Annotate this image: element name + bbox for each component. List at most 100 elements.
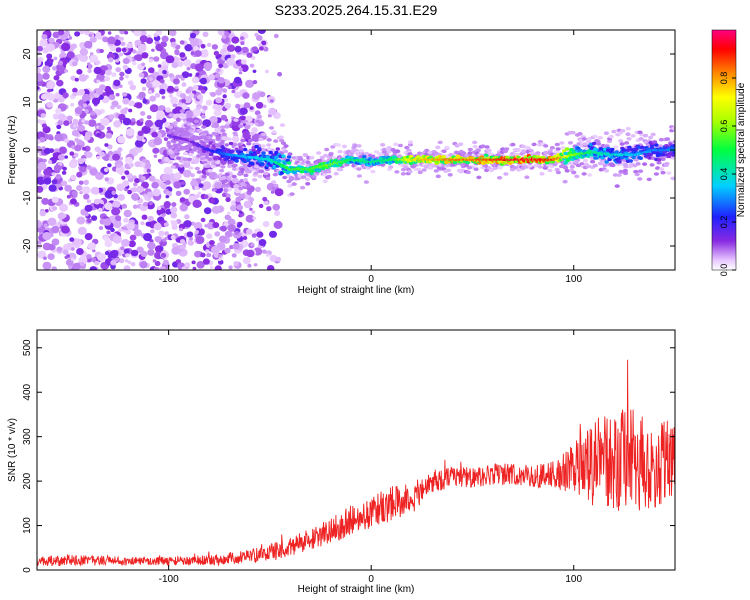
spectrogram-cell (234, 230, 240, 235)
spectrogram-cell (231, 135, 240, 143)
spectrogram-cell (184, 110, 194, 118)
spectrogram-cell (640, 145, 645, 150)
spectrogram-cell (183, 220, 192, 228)
spectrogram-cell (153, 154, 158, 158)
spectrogram-cell (88, 33, 93, 38)
spectrogram-cell (148, 58, 153, 63)
spectrogram-cell (90, 186, 100, 195)
spectrogram-cell (140, 221, 145, 226)
spectrogram-cell (441, 155, 446, 159)
spectrogram-cell (86, 199, 92, 204)
spectrogram-cell (527, 164, 533, 168)
spectrogram-cell (435, 174, 441, 179)
spectrogram-cell (165, 55, 175, 64)
spectrogram-cell (258, 203, 264, 209)
spectrogram-cell (95, 171, 104, 180)
spectrogram-cell (124, 156, 133, 165)
spectrogram-cell (179, 244, 185, 250)
spectrogram-cell (184, 96, 192, 104)
x-tick-label: 100 (565, 274, 582, 285)
spectrogram-cell (159, 79, 165, 84)
spectrogram-cell (48, 184, 57, 192)
spectrogram-cell (92, 249, 96, 253)
spectrogram-cell (52, 206, 58, 211)
spectrogram-cell (467, 147, 473, 152)
spectrogram-cell (185, 89, 191, 94)
spectrogram-cell (88, 65, 92, 70)
spectrogram-cell (202, 105, 208, 111)
spectrogram-cell (160, 41, 168, 48)
spectrogram-cell (175, 130, 180, 134)
spectrogram-cell (582, 158, 589, 163)
spectrogram-cell (287, 155, 292, 159)
spectrogram-cell (62, 166, 67, 171)
spectrogram-cell (407, 142, 414, 147)
spectrogram-cell (94, 108, 99, 113)
spectrogram-cell (153, 266, 160, 270)
spectrogram-cell (130, 249, 139, 257)
spectrogram-cell (574, 160, 580, 164)
spectrogram-cell (79, 30, 85, 35)
spectrogram-cell (278, 135, 284, 140)
spectrogram-cell (98, 226, 104, 230)
spectrogram-cell (201, 143, 207, 147)
spectrogram-cell (170, 206, 178, 214)
spectrogram-cell (125, 128, 135, 137)
spectrogram-cell (183, 188, 190, 195)
spectrogram-cell (226, 44, 236, 52)
spectrogram-cell (231, 253, 237, 258)
spectrogram-cell (53, 164, 62, 172)
spectrogram-cell (142, 159, 147, 163)
spectrogram-cell (226, 155, 231, 160)
spectrogram-cell (254, 110, 261, 116)
spectrogram-cell (222, 88, 228, 93)
spectrogram-cell (77, 124, 86, 132)
spectrogram-cell (87, 62, 91, 66)
spectrogram-cell (175, 259, 182, 264)
spectrogram-cell (107, 163, 112, 168)
spectrogram-cell (211, 44, 218, 50)
spectrogram-cell (126, 222, 135, 231)
spectrogram-cell (195, 236, 205, 244)
spectrogram-cell (43, 158, 47, 163)
spectrogram-cell (265, 155, 271, 159)
y-tick-label: 0 (22, 567, 33, 573)
spectrogram-cell (168, 113, 174, 118)
spectrogram-cell (140, 250, 148, 257)
spectrogram-cell (122, 117, 132, 126)
spectrogram-cell (174, 85, 179, 90)
spectrogram-cell (363, 180, 369, 184)
spectrogram-cell (179, 52, 186, 58)
spectrogram-cell (70, 257, 75, 261)
spectrogram-cell (251, 148, 256, 152)
spectrogram-cell (564, 147, 570, 151)
spectrogram-cell (587, 173, 593, 177)
spectrogram-cell (72, 118, 79, 124)
spectrogram-cell (134, 139, 144, 148)
spectrogram-cell (153, 56, 160, 62)
spectrogram-cell (237, 172, 243, 176)
spectrogram-cell (259, 46, 264, 51)
spectrogram-cell (167, 144, 173, 149)
spectrogram-cell (106, 230, 111, 235)
spectrogram-cell (238, 71, 243, 75)
spectrogram-cell (227, 218, 236, 226)
colorbar-tick-label: 0.4 (719, 168, 729, 181)
spectrogram-cell (114, 34, 120, 40)
spectrogram-cell (187, 157, 193, 162)
spectrogram-cell (125, 230, 131, 235)
spectrogram-cell (217, 254, 222, 258)
spectrogram-cell (37, 145, 42, 153)
spectrogram-cell (104, 251, 110, 256)
colorbar-ticks: 0.0 0.2 0.4 0.6 0.8 (719, 72, 736, 276)
spectrogram-cell (43, 256, 47, 260)
spectrogram-cell (181, 98, 186, 103)
spectrogram-cell (289, 192, 295, 196)
spectrogram-cell (193, 222, 203, 230)
colorbar-label: Normalized spectral amplitude (736, 82, 747, 217)
spectrogram-cell (226, 215, 232, 221)
spectrogram-cell (156, 206, 162, 211)
spectrogram-cell (224, 143, 229, 147)
spectrogram-cell (256, 231, 264, 238)
